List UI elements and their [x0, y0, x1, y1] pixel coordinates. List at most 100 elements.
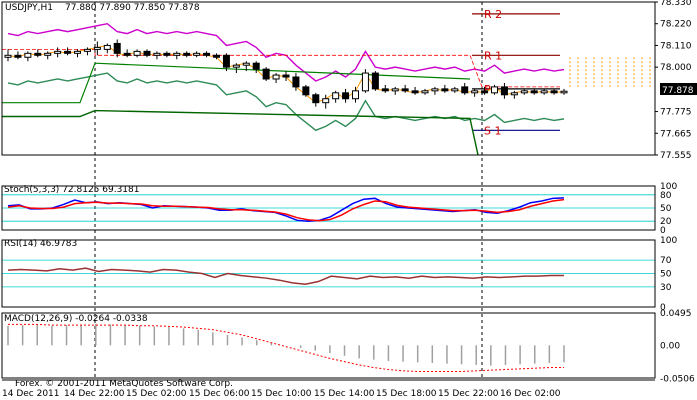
macd-tick-label: 0.0495 — [660, 309, 692, 319]
candle-body — [4, 54, 12, 58]
candle-body — [103, 44, 111, 50]
rsi-tick-label: 0 — [660, 303, 666, 313]
rsi-tick-label: 30 — [660, 283, 672, 293]
time-tick-label: 14 Dec 2011 — [2, 389, 60, 399]
candle-body — [262, 68, 270, 80]
candle-body — [510, 92, 518, 96]
stoch-tick-label: 80 — [660, 191, 672, 201]
candle-body — [282, 74, 290, 78]
candle-body — [441, 88, 449, 92]
time-tick-label: 15 Dec 14:00 — [314, 389, 375, 399]
candle-body — [342, 92, 350, 100]
stoch-tick-label: 20 — [660, 217, 672, 227]
rsi-title: RSI(14) 46.9783 — [4, 239, 77, 249]
candle-body — [550, 90, 558, 94]
candle-body — [332, 92, 340, 100]
pivot-label: S 1 — [484, 124, 501, 137]
candle-body — [34, 52, 42, 56]
stoch-tick-label: 50 — [660, 204, 672, 214]
price-tick-label: 77.775 — [660, 108, 692, 118]
candle-body — [193, 52, 201, 56]
candle-body — [361, 72, 369, 92]
level-line-green — [2, 62, 471, 104]
pane-frame-main — [1, 1, 656, 156]
candle-body — [123, 52, 131, 56]
price-tick-label: 78.110 — [660, 41, 692, 51]
candle-body — [113, 42, 121, 54]
current-price-box — [660, 83, 697, 95]
candle-body — [401, 88, 409, 92]
macd-title: MACD(12,26,9) -0.0264 -0.0338 — [4, 314, 148, 324]
pane-frame-macd — [1, 312, 656, 379]
pivot-label: P — [484, 83, 491, 96]
ohlc-readout: 77.880 77.890 77.850 77.878 — [65, 3, 200, 13]
candle-body — [153, 52, 161, 56]
candle-body — [173, 52, 181, 56]
candle-body — [421, 90, 429, 94]
candle-body — [163, 52, 171, 56]
candle-body — [252, 62, 260, 70]
macd-signal-line — [8, 323, 564, 372]
envelope-lower-line — [7, 72, 565, 132]
rsi-tick-label: 70 — [660, 256, 672, 266]
time-tick-label: 15 Dec 22:00 — [438, 389, 499, 399]
candle-body — [93, 46, 101, 50]
candle-body — [64, 50, 72, 54]
stoch-series-line — [7, 198, 565, 222]
candle-body — [183, 52, 191, 56]
time-tick-label: 15 Dec 10:00 — [251, 389, 312, 399]
candle-body — [312, 94, 320, 104]
stoch-title: Stoch(5,3,3) 72.8125 69.3181 — [4, 185, 139, 195]
pane-frame-rsi — [1, 239, 656, 308]
candle-body — [491, 86, 498, 94]
candle-body — [14, 54, 22, 58]
candle-body — [520, 90, 528, 94]
price-tick-label: 78.220 — [660, 20, 692, 30]
candle-body — [461, 86, 469, 94]
candle-body — [24, 52, 32, 58]
candle-body — [54, 50, 62, 54]
candle-body — [213, 54, 220, 58]
time-tick-label: 15 Dec 06:00 — [189, 389, 250, 399]
candle-body — [83, 48, 91, 52]
pivot-label: R 1 — [484, 49, 502, 62]
candle-body — [391, 88, 399, 92]
rsi-series-line — [7, 267, 564, 285]
candle-body — [143, 50, 151, 56]
candle-body — [292, 76, 300, 88]
candle-body — [242, 62, 250, 66]
candle-body — [371, 72, 379, 90]
time-tick-label: 15 Dec 18:00 — [376, 389, 437, 399]
rsi-tick-label: 50 — [660, 270, 672, 280]
stoch-tick-label: 0 — [660, 226, 666, 236]
current-price-label: 77.878 — [662, 86, 694, 96]
rsi-tick-label: 100 — [660, 236, 677, 246]
candle-body — [560, 90, 568, 94]
pane-frame-stoch — [1, 185, 656, 231]
candle-body — [203, 52, 211, 56]
price-tick-label: 78.000 — [660, 63, 692, 73]
candle-body — [471, 90, 479, 94]
candle-body — [431, 88, 439, 92]
pivot-label: R 2 — [484, 8, 502, 21]
time-tick-label: 16 Dec 02:00 — [500, 389, 561, 399]
candle-body — [322, 98, 330, 104]
candle-body — [451, 88, 459, 92]
stoch-tick-label: 100 — [660, 182, 677, 192]
candle-body — [500, 86, 508, 96]
main-chart-title: USDJPY,H1 — [5, 3, 53, 13]
candle-body — [302, 86, 310, 96]
copyright-text: Forex. © 2001-2011 MetaQuotes Software C… — [15, 379, 233, 389]
candle-body — [540, 90, 548, 94]
candle-body — [222, 54, 230, 68]
candle-body — [352, 90, 359, 100]
candle-body — [381, 88, 389, 92]
candle-body — [44, 52, 52, 56]
candle-body — [481, 90, 489, 94]
candle-body — [530, 90, 538, 94]
price-tick-label: 77.665 — [660, 129, 692, 139]
price-tick-label: 78.330 — [660, 0, 692, 8]
candle-body — [272, 74, 280, 80]
candle-body — [232, 64, 240, 68]
